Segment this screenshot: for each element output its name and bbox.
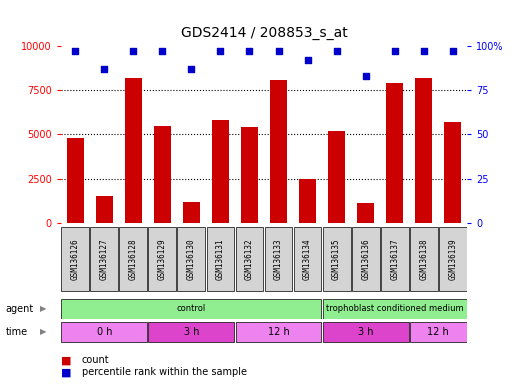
FancyBboxPatch shape xyxy=(381,227,409,291)
Text: GSM136133: GSM136133 xyxy=(274,238,283,280)
Text: 0 h: 0 h xyxy=(97,327,112,337)
FancyBboxPatch shape xyxy=(90,227,118,291)
Bar xyxy=(386,83,403,223)
FancyBboxPatch shape xyxy=(439,227,467,291)
Text: ■: ■ xyxy=(61,355,71,365)
Point xyxy=(361,73,370,79)
Point xyxy=(158,48,167,55)
Bar xyxy=(125,78,142,223)
Point xyxy=(187,66,196,72)
FancyBboxPatch shape xyxy=(119,227,147,291)
Text: GSM136130: GSM136130 xyxy=(187,238,196,280)
FancyBboxPatch shape xyxy=(410,322,467,342)
FancyBboxPatch shape xyxy=(61,227,89,291)
Point xyxy=(420,48,428,55)
Point xyxy=(449,48,457,55)
Bar xyxy=(241,127,258,223)
Text: GSM136135: GSM136135 xyxy=(332,238,341,280)
FancyBboxPatch shape xyxy=(148,322,234,342)
Text: GSM136137: GSM136137 xyxy=(390,238,399,280)
Text: 12 h: 12 h xyxy=(427,327,449,337)
FancyBboxPatch shape xyxy=(323,322,409,342)
Point xyxy=(391,48,399,55)
FancyBboxPatch shape xyxy=(410,227,438,291)
Text: percentile rank within the sample: percentile rank within the sample xyxy=(82,367,247,377)
Text: GSM136139: GSM136139 xyxy=(448,238,457,280)
Text: ■: ■ xyxy=(61,367,71,377)
Text: count: count xyxy=(82,355,109,365)
FancyBboxPatch shape xyxy=(235,227,263,291)
Text: control: control xyxy=(177,305,206,313)
Point xyxy=(303,57,312,63)
FancyBboxPatch shape xyxy=(206,227,234,291)
Text: 3 h: 3 h xyxy=(358,327,373,337)
Bar xyxy=(444,122,461,223)
Text: GSM136128: GSM136128 xyxy=(129,238,138,280)
Text: 3 h: 3 h xyxy=(184,327,199,337)
Text: GSM136132: GSM136132 xyxy=(245,238,254,280)
Text: time: time xyxy=(5,327,27,337)
Point xyxy=(129,48,138,55)
Text: GSM136127: GSM136127 xyxy=(100,238,109,280)
Point xyxy=(275,48,283,55)
Point xyxy=(71,48,80,55)
Point xyxy=(333,48,341,55)
FancyBboxPatch shape xyxy=(323,227,351,291)
Text: ▶: ▶ xyxy=(40,328,46,336)
Text: 12 h: 12 h xyxy=(268,327,289,337)
FancyBboxPatch shape xyxy=(61,322,147,342)
Bar xyxy=(212,120,229,223)
FancyBboxPatch shape xyxy=(235,322,322,342)
Text: GDS2414 / 208853_s_at: GDS2414 / 208853_s_at xyxy=(181,26,347,40)
Bar xyxy=(357,203,374,223)
Bar xyxy=(328,131,345,223)
Bar xyxy=(96,196,113,223)
Text: trophoblast conditioned medium: trophoblast conditioned medium xyxy=(326,305,464,313)
FancyBboxPatch shape xyxy=(323,299,467,319)
Point xyxy=(245,48,254,55)
Bar xyxy=(67,138,84,223)
FancyBboxPatch shape xyxy=(352,227,380,291)
Bar xyxy=(415,78,432,223)
Bar xyxy=(299,179,316,223)
Text: GSM136131: GSM136131 xyxy=(216,238,225,280)
Bar xyxy=(270,79,287,223)
Text: agent: agent xyxy=(5,304,34,314)
Text: GSM136134: GSM136134 xyxy=(303,238,312,280)
Text: GSM136136: GSM136136 xyxy=(361,238,370,280)
FancyBboxPatch shape xyxy=(294,227,322,291)
Text: GSM136126: GSM136126 xyxy=(71,238,80,280)
Point xyxy=(100,66,109,72)
Bar xyxy=(154,126,171,223)
FancyBboxPatch shape xyxy=(265,227,293,291)
Text: GSM136129: GSM136129 xyxy=(158,238,167,280)
FancyBboxPatch shape xyxy=(61,299,322,319)
Bar xyxy=(183,202,200,223)
FancyBboxPatch shape xyxy=(148,227,176,291)
Text: ▶: ▶ xyxy=(40,305,46,313)
Point xyxy=(216,48,225,55)
FancyBboxPatch shape xyxy=(177,227,205,291)
Text: GSM136138: GSM136138 xyxy=(419,238,428,280)
